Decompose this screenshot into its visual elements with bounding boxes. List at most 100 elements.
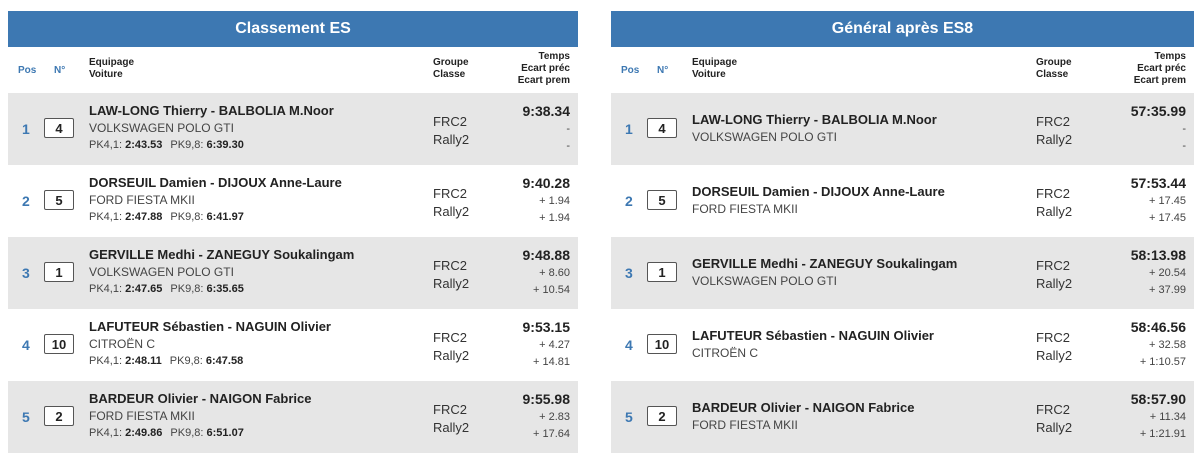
group-class: FRC2 Rally2: [433, 329, 469, 365]
gap-first: + 17.64: [532, 428, 570, 440]
stage-time: 9:55.98: [522, 391, 570, 407]
split-label-1: PK4,1:: [89, 283, 123, 295]
crew-name[interactable]: DORSEUIL Damien - DIJOUX Anne-Laure: [692, 184, 945, 199]
table-row[interactable]: 3 1 GERVILLE Medhi - ZANEGUY Soukalingam…: [611, 237, 1194, 309]
car-model: FORD FIESTA MKII: [89, 409, 195, 423]
car-model: VOLKSWAGEN POLO GTI: [89, 265, 234, 279]
header-pos: Pos: [18, 65, 37, 76]
crew-name[interactable]: LAW-LONG Thierry - BALBOLIA M.Noor: [89, 103, 334, 118]
header-time-label: Temps: [1154, 51, 1187, 62]
position: 2: [22, 193, 30, 209]
panel-title: Classement ES: [8, 11, 578, 47]
table-row[interactable]: 1 4 LAW-LONG Thierry - BALBOLIA M.Noor V…: [8, 93, 578, 165]
table-row[interactable]: 2 5 DORSEUIL Damien - DIJOUX Anne-Laure …: [611, 165, 1194, 237]
gap-previous: + 1.94: [539, 195, 570, 207]
gap-previous: -: [566, 123, 570, 135]
group-class: FRC2 Rally2: [1036, 257, 1072, 293]
header-crew: Equipage Voiture: [89, 57, 134, 81]
crew-name[interactable]: DORSEUIL Damien - DIJOUX Anne-Laure: [89, 175, 342, 190]
table-row[interactable]: 1 4 LAW-LONG Thierry - BALBOLIA M.Noor V…: [611, 93, 1194, 165]
crew-name[interactable]: BARDEUR Olivier - NAIGON Fabrice: [89, 391, 312, 406]
header-group-label: Groupe: [1036, 57, 1072, 68]
split-times: PK4,1: 2:47.88 PK9,8: 6:41.97: [89, 211, 244, 223]
crew-name[interactable]: LAFUTEUR Sébastien - NAGUIN Olivier: [692, 328, 934, 343]
split-time-1: 2:47.65: [125, 283, 163, 295]
crew-name[interactable]: LAW-LONG Thierry - BALBOLIA M.Noor: [692, 112, 937, 127]
position: 5: [22, 409, 30, 425]
overall-time: 57:35.99: [1130, 103, 1186, 119]
header-crew-label: Equipage: [692, 57, 738, 68]
split-time-2: 6:35.65: [206, 283, 244, 295]
split-label-1: PK4,1:: [89, 355, 123, 367]
split-time-2: 6:47.58: [205, 355, 244, 367]
table-row[interactable]: 2 5 DORSEUIL Damien - DIJOUX Anne-Laure …: [8, 165, 578, 237]
crew-name[interactable]: BARDEUR Olivier - NAIGON Fabrice: [692, 400, 915, 415]
car-number-badge: 4: [647, 118, 677, 138]
group-class: FRC2 Rally2: [1036, 401, 1072, 437]
table-row[interactable]: 5 2 BARDEUR Olivier - NAIGON Fabrice FOR…: [611, 381, 1194, 453]
group: FRC2: [1036, 114, 1070, 129]
crew-name[interactable]: GERVILLE Medhi - ZANEGUY Soukalingam: [692, 256, 958, 271]
gap-first: -: [566, 140, 570, 152]
crew-name[interactable]: LAFUTEUR Sébastien - NAGUIN Olivier: [89, 319, 331, 334]
group: FRC2: [1036, 258, 1070, 273]
gap-first: + 1:10.57: [1139, 356, 1186, 368]
table-row[interactable]: 5 2 BARDEUR Olivier - NAIGON Fabrice FOR…: [8, 381, 578, 453]
split-time-2: 6:41.97: [206, 211, 244, 223]
car-model: CITROËN C: [692, 346, 758, 360]
gap-previous: + 2.83: [539, 411, 570, 423]
car-model: VOLKSWAGEN POLO GTI: [89, 121, 234, 135]
split-label-2: PK9,8:: [169, 355, 203, 367]
group-class: FRC2 Rally2: [433, 257, 469, 293]
car-model: VOLKSWAGEN POLO GTI: [692, 274, 837, 288]
stage-time: 9:53.15: [522, 319, 570, 335]
split-time-1: 2:49.86: [125, 427, 163, 439]
car-number-badge: 10: [647, 334, 677, 354]
group: FRC2: [433, 330, 467, 345]
class: Rally2: [433, 204, 470, 219]
table-row[interactable]: 3 1 GERVILLE Medhi - ZANEGUY Soukalingam…: [8, 237, 578, 309]
header-class-label: Classe: [433, 69, 466, 80]
position: 3: [625, 265, 633, 281]
class: Rally2: [1036, 276, 1073, 291]
table-header: Pos N° Equipage Voiture Groupe Classe Te…: [611, 47, 1194, 93]
split-time-1: 2:47.88: [125, 211, 163, 223]
class: Rally2: [433, 132, 470, 147]
header-time-label: Temps: [538, 51, 571, 62]
position: 4: [625, 337, 633, 353]
position: 2: [625, 193, 633, 209]
split-time-2: 6:39.30: [206, 139, 244, 151]
header-time: Temps Ecart préc Ecart prem: [1134, 51, 1186, 87]
crew-name[interactable]: GERVILLE Medhi - ZANEGUY Soukalingam: [89, 247, 355, 262]
car-model: CITROËN C: [89, 337, 155, 351]
header-group-label: Groupe: [433, 57, 469, 68]
car-number-badge: 1: [44, 262, 74, 282]
car-model: FORD FIESTA MKII: [692, 202, 798, 216]
group: FRC2: [1036, 402, 1070, 417]
gap-first: + 14.81: [532, 356, 570, 368]
header-crew-label: Equipage: [89, 57, 135, 68]
panel-title: Général après ES8: [611, 11, 1194, 47]
split-label-2: PK9,8:: [170, 211, 204, 223]
table-row[interactable]: 4 10 LAFUTEUR Sébastien - NAGUIN Olivier…: [611, 309, 1194, 381]
split-time-1: 2:43.53: [125, 139, 163, 151]
class: Rally2: [433, 276, 470, 291]
split-label-1: PK4,1:: [89, 139, 123, 151]
group-class: FRC2 Rally2: [433, 113, 469, 149]
gap-previous: + 20.54: [1148, 267, 1186, 279]
gap-first: + 17.45: [1148, 212, 1186, 224]
gap-previous: + 11.34: [1149, 411, 1186, 423]
table-row[interactable]: 4 10 LAFUTEUR Sébastien - NAGUIN Olivier…: [8, 309, 578, 381]
header-gap-prev-label: Ecart préc: [1137, 63, 1186, 74]
car-model: VOLKSWAGEN POLO GTI: [692, 130, 837, 144]
gap-previous: -: [1182, 123, 1186, 135]
gap-first: + 1.94: [539, 212, 570, 224]
position: 3: [22, 265, 30, 281]
split-times: PK4,1: 2:47.65 PK9,8: 6:35.65: [89, 283, 244, 295]
header-class-label: Classe: [1036, 69, 1069, 80]
position: 4: [22, 337, 30, 353]
header-pos: Pos: [621, 65, 640, 76]
class: Rally2: [1036, 348, 1073, 363]
split-time-2: 6:51.07: [206, 427, 244, 439]
group: FRC2: [433, 258, 467, 273]
